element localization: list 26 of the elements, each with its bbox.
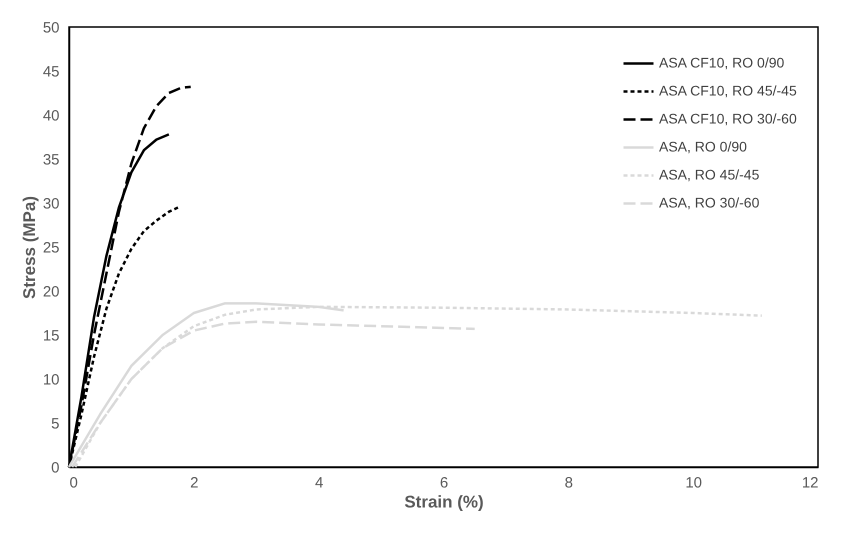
x-tick-label: 10 [685,474,702,492]
y-tick-label: 10 [42,372,60,388]
y-tick-label: 15 [42,328,60,344]
y-tick-label: 40 [42,108,60,124]
x-axis-title: Strain (%) [404,492,484,512]
x-tick-label: 12 [802,474,818,492]
legend-label: ASA CF10, RO 30/-60 [659,110,797,126]
y-tick-label: 45 [42,64,60,80]
y-axis-title: Stress (MPa) [20,196,39,299]
legend-label: ASA, RO 0/90 [659,138,748,154]
y-tick-label: 50 [42,20,60,36]
y-tick-label: 20 [42,284,60,300]
y-tick-label: 35 [42,152,60,168]
x-tick-label: 8 [564,474,574,492]
y-tick-label: 5 [51,416,60,432]
y-tick-label: 0 [51,460,60,476]
legend-label: ASA CF10, RO 45/-45 [659,82,797,98]
y-tick-label: 30 [42,196,60,212]
x-tick-label: 2 [190,474,199,492]
x-tick-label: 0 [70,474,78,492]
legend-label: ASA, RO 30/-60 [659,194,760,210]
x-tick-label: 6 [440,474,448,492]
legend-label: ASA CF10, RO 0/90 [659,54,784,70]
legend-label: ASA, RO 45/-45 [659,166,760,182]
x-tick-label: 4 [314,474,324,492]
y-tick-label: 25 [42,240,60,256]
